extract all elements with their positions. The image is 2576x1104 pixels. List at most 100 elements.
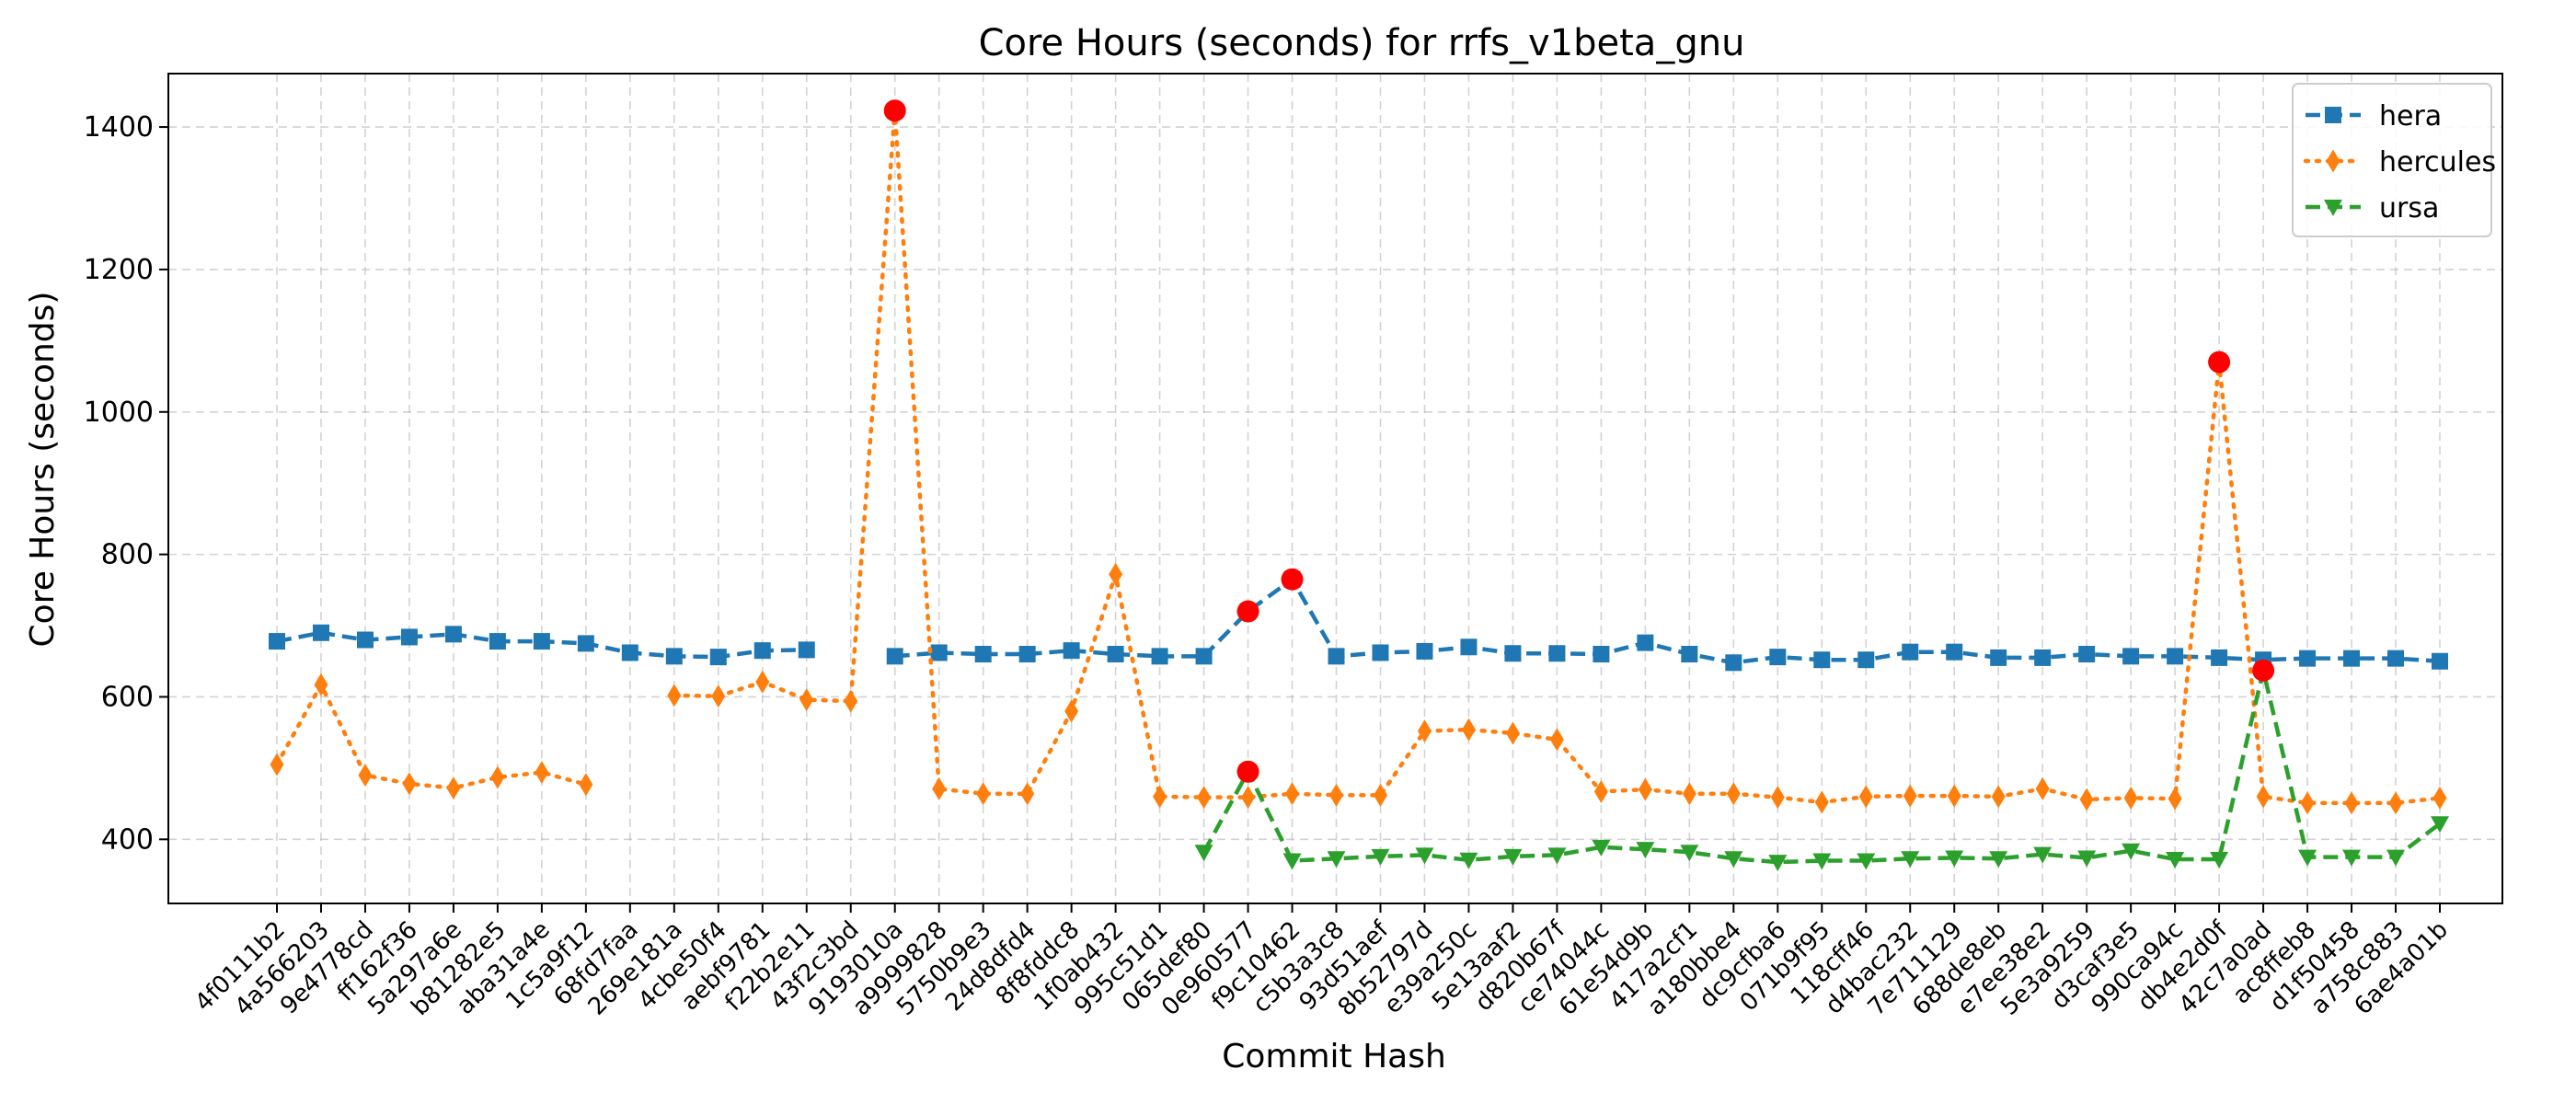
point-hercules xyxy=(711,684,726,708)
point-hercules xyxy=(1682,782,1696,806)
point-hera xyxy=(1504,645,1522,662)
plot-series xyxy=(269,98,2449,872)
point-hercules xyxy=(535,761,549,785)
highlighted-points xyxy=(883,99,2275,783)
chart-title: Core Hours (seconds) for rrfs_v1beta_gnu xyxy=(979,22,1745,64)
point-hera xyxy=(2299,650,2317,667)
point-ursa xyxy=(2210,851,2229,868)
point-hercules xyxy=(1593,779,1608,803)
point-hercules xyxy=(1020,782,1035,806)
point-hera xyxy=(1902,643,1919,661)
point-ursa xyxy=(1282,853,1302,870)
point-ursa xyxy=(1327,851,1346,868)
point-hercules xyxy=(1505,721,1520,745)
legend: hera hercules ursa xyxy=(2292,83,2496,237)
y-tick-label: 1000 xyxy=(84,397,154,429)
point-hercules xyxy=(1329,783,1344,807)
point-hera xyxy=(886,648,903,665)
point-ursa xyxy=(2342,849,2362,867)
plot-frame xyxy=(167,73,2503,904)
point-hercules xyxy=(799,688,814,712)
point-hera xyxy=(1372,644,1389,661)
point-hera xyxy=(400,628,418,646)
highlight-point-hercules xyxy=(883,99,906,122)
point-hercules xyxy=(1947,784,1961,808)
point-hera xyxy=(621,644,638,661)
highlight-point-hera xyxy=(1236,600,1259,623)
legend-marker-ursa xyxy=(2324,200,2342,216)
point-hercules xyxy=(1197,786,1212,810)
point-hera xyxy=(489,633,506,650)
point-hercules xyxy=(1991,785,2006,809)
point-hera xyxy=(2034,649,2052,666)
point-hera xyxy=(1990,649,2007,666)
point-hercules xyxy=(2432,786,2447,810)
point-hera xyxy=(1460,638,1478,656)
point-hera xyxy=(1416,642,1433,660)
point-hera xyxy=(1063,642,1080,660)
point-hercules xyxy=(1461,718,1476,742)
point-hera xyxy=(2343,650,2361,667)
legend-box xyxy=(2292,83,2492,237)
legend-item-hera: hera xyxy=(2306,100,2442,132)
point-hercules xyxy=(579,773,593,797)
point-hercules xyxy=(402,772,417,796)
x-axis: 4f0111b24a5662039e4778cdff162f365a297a6e… xyxy=(190,903,2454,1021)
series-line-hera xyxy=(894,576,2441,665)
highlight-point-hercules xyxy=(2208,351,2231,374)
point-hera xyxy=(2432,652,2448,670)
point-hercules xyxy=(932,776,947,800)
point-hera xyxy=(1769,649,1787,666)
y-axis: 400 600 800 1000 1200 1400 xyxy=(84,111,168,856)
point-hercules xyxy=(1726,782,1741,806)
highlight-point-ursa xyxy=(2252,659,2275,682)
point-ursa xyxy=(2033,846,2053,864)
point-hera xyxy=(1548,645,1566,662)
point-hercules xyxy=(1549,728,1564,752)
point-ursa xyxy=(1812,853,1832,870)
point-hercules xyxy=(1814,790,1829,814)
point-hera xyxy=(798,641,815,659)
legend-item-ursa: ursa xyxy=(2306,192,2439,224)
point-hercules xyxy=(1903,784,1917,808)
point-hera xyxy=(2387,650,2405,667)
point-hera xyxy=(2211,649,2228,666)
point-ursa xyxy=(2122,843,2141,860)
point-hera xyxy=(1813,651,1831,669)
point-hera xyxy=(312,624,329,641)
point-hercules xyxy=(1285,782,1300,806)
point-hercules xyxy=(2388,791,2403,815)
point-hercules xyxy=(2035,776,2050,800)
point-hercules xyxy=(1241,786,1256,810)
series-hera xyxy=(269,570,2448,672)
point-hercules xyxy=(490,765,505,789)
point-hera xyxy=(269,633,285,650)
point-ursa xyxy=(2077,850,2097,868)
point-hera xyxy=(533,633,550,650)
point-hercules xyxy=(1417,719,1432,743)
highlight-point-hera xyxy=(1281,568,1304,591)
legend-item-hercules: hercules xyxy=(2303,146,2496,178)
point-ursa xyxy=(1592,839,1611,857)
point-hercules xyxy=(2079,788,2094,811)
series-line-hercules xyxy=(274,680,589,790)
point-hercules xyxy=(755,670,770,694)
point-hercules xyxy=(976,782,991,806)
point-hercules xyxy=(1638,777,1652,801)
y-tick-label: 600 xyxy=(101,681,154,713)
point-hera xyxy=(2167,648,2184,665)
legend-marker-hera xyxy=(2325,107,2341,123)
highlight-point-ursa xyxy=(1236,760,1259,783)
point-ursa xyxy=(1680,845,1699,862)
point-ursa xyxy=(1415,847,1434,865)
y-tick-label: 400 xyxy=(101,823,154,856)
point-hera xyxy=(1593,646,1610,663)
point-hera xyxy=(1195,648,1213,665)
point-ursa xyxy=(2298,849,2317,867)
legend-label-hercules: hercules xyxy=(2379,146,2496,178)
point-hercules xyxy=(314,673,328,696)
point-ursa xyxy=(1503,848,1523,866)
point-hercules xyxy=(844,689,858,713)
point-hercules xyxy=(446,776,461,800)
